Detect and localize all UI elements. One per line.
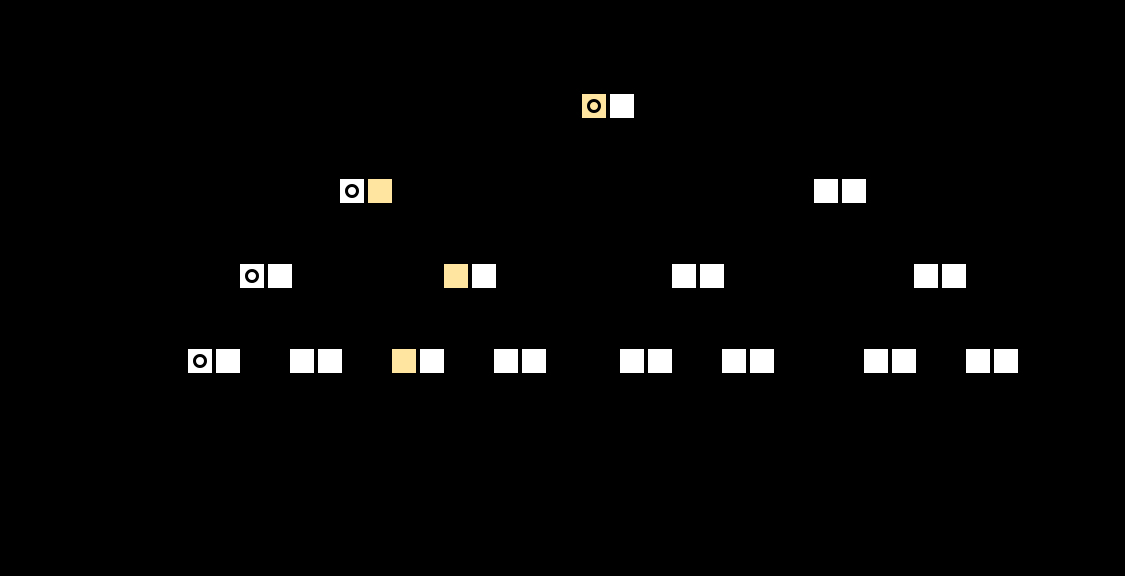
node-cell bbox=[470, 262, 498, 290]
tree-node bbox=[288, 347, 344, 375]
node-cell bbox=[992, 347, 1020, 375]
node-cell bbox=[316, 347, 344, 375]
node-cell bbox=[646, 347, 674, 375]
tree-diagram bbox=[0, 0, 1125, 576]
circle-marker-icon bbox=[245, 269, 259, 283]
circle-marker-icon bbox=[193, 354, 207, 368]
node-cell bbox=[442, 262, 470, 290]
tree-node bbox=[238, 262, 294, 290]
tree-node bbox=[812, 177, 868, 205]
node-cell bbox=[748, 347, 776, 375]
node-cell bbox=[890, 347, 918, 375]
tree-node bbox=[492, 347, 548, 375]
tree-node bbox=[964, 347, 1020, 375]
node-cell bbox=[608, 92, 636, 120]
node-cell bbox=[338, 177, 366, 205]
node-cell bbox=[390, 347, 418, 375]
node-cell bbox=[492, 347, 520, 375]
node-cell bbox=[940, 262, 968, 290]
tree-node bbox=[912, 262, 968, 290]
tree-node bbox=[862, 347, 918, 375]
node-cell bbox=[520, 347, 548, 375]
tree-node bbox=[580, 92, 636, 120]
node-cell bbox=[238, 262, 266, 290]
node-cell bbox=[618, 347, 646, 375]
node-cell bbox=[366, 177, 394, 205]
node-cell bbox=[964, 347, 992, 375]
node-cell bbox=[862, 347, 890, 375]
node-cell bbox=[698, 262, 726, 290]
tree-node bbox=[186, 347, 242, 375]
node-cell bbox=[670, 262, 698, 290]
node-cell bbox=[912, 262, 940, 290]
node-cell bbox=[580, 92, 608, 120]
tree-node bbox=[720, 347, 776, 375]
node-cell bbox=[418, 347, 446, 375]
node-cell bbox=[812, 177, 840, 205]
circle-marker-icon bbox=[587, 99, 601, 113]
node-cell bbox=[720, 347, 748, 375]
node-cell bbox=[288, 347, 316, 375]
node-cell bbox=[840, 177, 868, 205]
tree-node bbox=[442, 262, 498, 290]
circle-marker-icon bbox=[345, 184, 359, 198]
tree-node bbox=[670, 262, 726, 290]
tree-node bbox=[618, 347, 674, 375]
tree-node bbox=[338, 177, 394, 205]
node-cell bbox=[186, 347, 214, 375]
node-cell bbox=[266, 262, 294, 290]
tree-node bbox=[390, 347, 446, 375]
node-cell bbox=[214, 347, 242, 375]
